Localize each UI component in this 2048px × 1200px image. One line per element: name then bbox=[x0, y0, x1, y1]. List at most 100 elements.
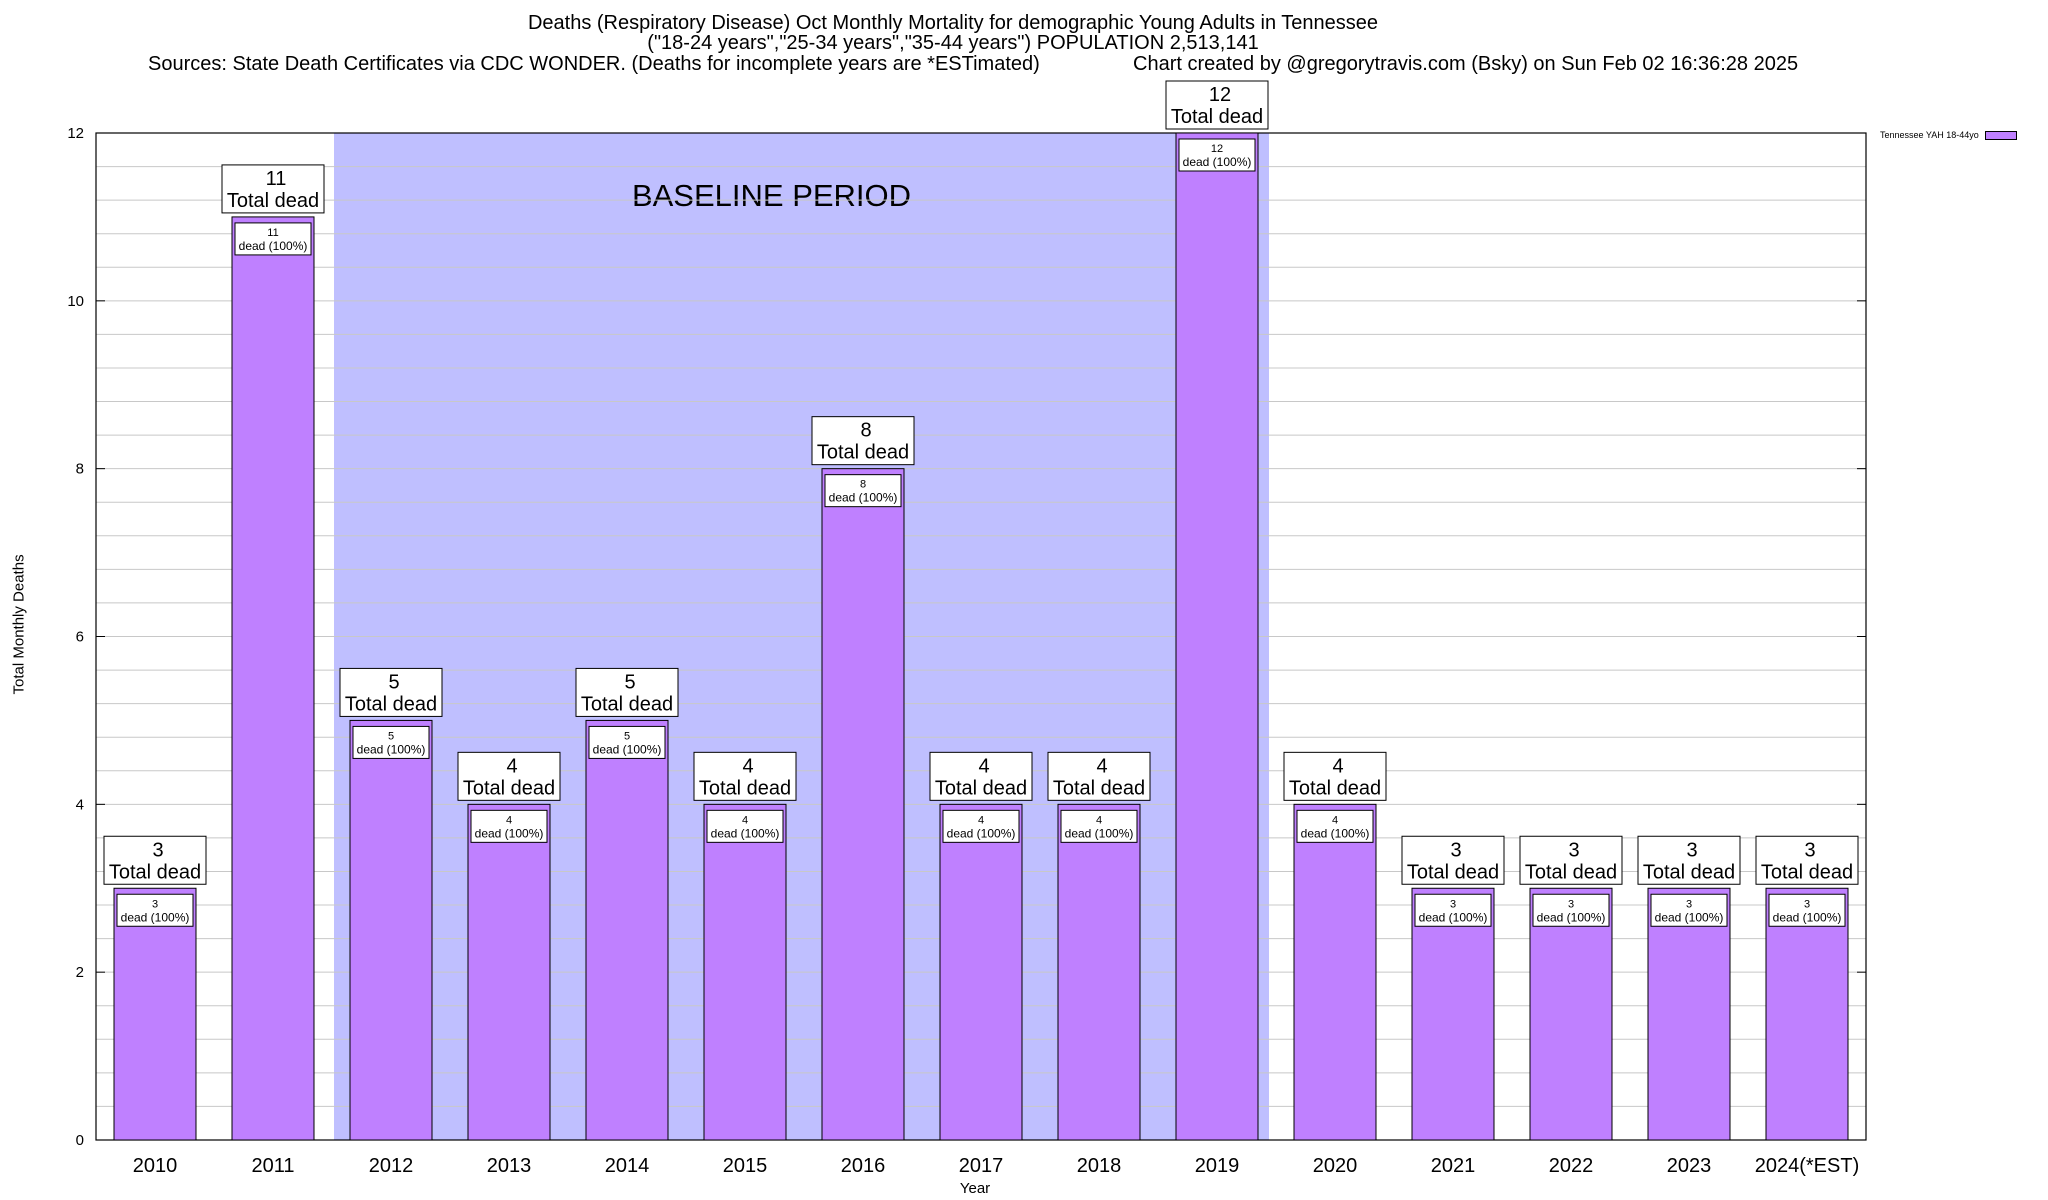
bar bbox=[1175, 132, 1259, 1141]
bar-total-label: Total dead bbox=[463, 777, 555, 799]
x-tick-label: 2012 bbox=[369, 1155, 414, 1177]
x-tick-label: 2022 bbox=[1549, 1155, 1594, 1177]
bar bbox=[1529, 887, 1613, 1141]
bar-inner-value: 5 bbox=[624, 730, 630, 742]
bar-total-label: Total dead bbox=[581, 693, 673, 715]
bar-inner-label-box bbox=[234, 222, 312, 256]
bar-total-label-box bbox=[1047, 751, 1151, 801]
bar bbox=[1057, 803, 1141, 1141]
y-tick-label: 10 bbox=[67, 293, 84, 310]
y-tick-label: 12 bbox=[67, 125, 84, 142]
legend-label: Tennessee YAH 18-44yo bbox=[1880, 130, 1979, 140]
bar-total-value: 5 bbox=[624, 671, 635, 693]
legend-swatch bbox=[1984, 130, 2017, 140]
bar bbox=[939, 803, 1023, 1141]
x-tick-label: 2021 bbox=[1431, 1155, 1476, 1177]
bar-total-label-box bbox=[1283, 751, 1387, 801]
bar-total-value: 12 bbox=[1209, 84, 1231, 106]
x-tick-label: 2019 bbox=[1195, 1155, 1240, 1177]
bar bbox=[703, 803, 787, 1141]
bar-inner-label: dead (100%) bbox=[1537, 910, 1606, 924]
y-tick-label: 8 bbox=[76, 461, 84, 478]
x-axis-label: Year bbox=[959, 1180, 991, 1197]
bar-inner-label-box bbox=[1178, 138, 1256, 172]
x-tick-label: 2018 bbox=[1077, 1155, 1122, 1177]
bar-total-label-box bbox=[929, 751, 1033, 801]
y-tick-label: 0 bbox=[76, 1132, 84, 1149]
bar-inner-label-box bbox=[1414, 893, 1492, 927]
bar-total-label-box bbox=[1637, 835, 1741, 885]
bar-total-label: Total dead bbox=[817, 442, 909, 464]
bar-inner-label-box bbox=[1650, 893, 1728, 927]
bar-inner-label: dead (100%) bbox=[711, 826, 780, 840]
bar-total-label-box bbox=[103, 835, 207, 885]
bar-inner-label: dead (100%) bbox=[357, 742, 426, 756]
bar bbox=[1293, 803, 1377, 1141]
bar-inner-label-box bbox=[1060, 809, 1138, 843]
bar-total-label: Total dead bbox=[935, 777, 1027, 799]
bar-inner-label: dead (100%) bbox=[1773, 910, 1842, 924]
bar-total-label: Total dead bbox=[1171, 106, 1263, 128]
bar-total-label: Total dead bbox=[345, 693, 437, 715]
bar-inner-value: 4 bbox=[1332, 814, 1338, 826]
bar-total-label: Total dead bbox=[1407, 861, 1499, 883]
bar-total-value: 4 bbox=[1332, 755, 1343, 777]
bar-inner-value: 4 bbox=[1096, 814, 1102, 826]
bar-inner-value: 3 bbox=[1804, 898, 1810, 910]
bar-total-label-box bbox=[1755, 835, 1859, 885]
bar-inner-value: 3 bbox=[1568, 898, 1574, 910]
bar-inner-value: 3 bbox=[1686, 898, 1692, 910]
bar-inner-label: dead (100%) bbox=[1065, 826, 1134, 840]
bar-inner-label-box bbox=[588, 725, 666, 759]
bar-total-value: 4 bbox=[978, 755, 989, 777]
bar-inner-label: dead (100%) bbox=[829, 491, 898, 505]
bar-total-label-box bbox=[811, 416, 915, 466]
bar bbox=[349, 719, 433, 1141]
x-tick-label: 2013 bbox=[487, 1155, 532, 1177]
bar-inner-label-box bbox=[1768, 893, 1846, 927]
x-tick-label: 2024(*EST) bbox=[1755, 1155, 1860, 1177]
bar-inner-label-box bbox=[352, 725, 430, 759]
chart-title: Deaths (Respiratory Disease) Oct Monthly… bbox=[527, 12, 1379, 34]
y-tick-label: 2 bbox=[76, 964, 84, 981]
bar-inner-value: 3 bbox=[152, 898, 158, 910]
x-tick-label: 2014 bbox=[605, 1155, 650, 1177]
bar bbox=[1411, 887, 1495, 1141]
bar-inner-label: dead (100%) bbox=[1419, 910, 1488, 924]
bar-total-label-box bbox=[1165, 80, 1269, 130]
bar-inner-label-box bbox=[824, 474, 902, 508]
bar-total-value: 3 bbox=[152, 839, 163, 861]
bar-inner-value: 4 bbox=[742, 814, 748, 826]
bar-total-value: 4 bbox=[1096, 755, 1107, 777]
bar-total-label-box bbox=[1401, 835, 1505, 885]
bar-inner-value: 4 bbox=[506, 814, 512, 826]
bar bbox=[113, 887, 197, 1141]
bar bbox=[1765, 887, 1849, 1141]
bar-inner-value: 4 bbox=[978, 814, 984, 826]
bar-inner-label: dead (100%) bbox=[1655, 910, 1724, 924]
bar-total-value: 3 bbox=[1686, 839, 1697, 861]
bar-total-value: 4 bbox=[742, 755, 753, 777]
y-axis-label: Total Monthly Deaths bbox=[10, 554, 28, 695]
bar-inner-label: dead (100%) bbox=[593, 742, 662, 756]
bar-total-label: Total dead bbox=[699, 777, 791, 799]
bar-inner-label-box bbox=[1296, 809, 1374, 843]
bar-inner-label-box bbox=[1532, 893, 1610, 927]
bar-total-value: 3 bbox=[1450, 839, 1461, 861]
y-tick-label: 4 bbox=[76, 796, 84, 813]
bar-inner-value: 12 bbox=[1211, 143, 1223, 155]
bar-inner-label: dead (100%) bbox=[1183, 155, 1252, 169]
bar-inner-label: dead (100%) bbox=[121, 910, 190, 924]
bar-inner-value: 8 bbox=[860, 479, 866, 491]
bar-total-label-box bbox=[1519, 835, 1623, 885]
bar-total-label: Total dead bbox=[109, 861, 201, 883]
bar-inner-label: dead (100%) bbox=[239, 239, 308, 253]
bar-total-value: 5 bbox=[388, 671, 399, 693]
bar-total-value: 11 bbox=[266, 168, 287, 190]
x-tick-label: 2020 bbox=[1313, 1155, 1358, 1177]
bar-inner-label-box bbox=[706, 809, 784, 843]
bar-total-label-box bbox=[339, 667, 443, 717]
x-tick-label: 2010 bbox=[133, 1155, 178, 1177]
chart-sources: Sources: State Death Certificates via CD… bbox=[148, 53, 1040, 75]
